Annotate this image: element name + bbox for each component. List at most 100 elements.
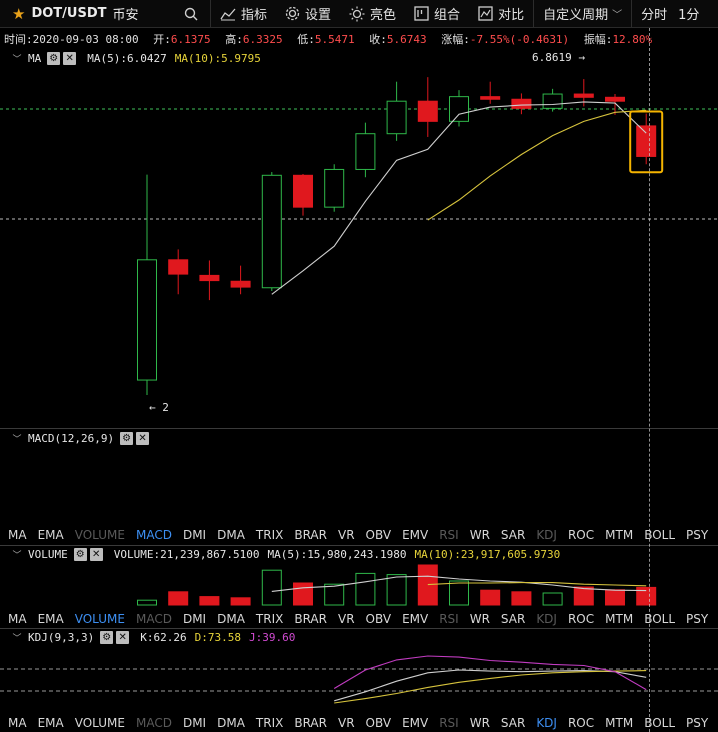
indicator-tab-roc[interactable]: ROC <box>567 716 595 730</box>
indicator-tab-ma[interactable]: MA <box>8 528 27 542</box>
indicator-tab-obv[interactable]: OBV <box>365 716 392 730</box>
low-value: 5.5471 <box>314 33 355 46</box>
pane-divider[interactable] <box>0 545 718 546</box>
ma-settings-gear-icon[interactable]: ⚙ <box>47 51 61 65</box>
indicator-tab-ma[interactable]: MA <box>8 612 27 626</box>
indicator-tab-boll[interactable]: BOLL <box>644 716 676 730</box>
indicator-tab-emv[interactable]: EMV <box>402 612 429 626</box>
volume-chart[interactable] <box>0 557 718 607</box>
search-icon[interactable] <box>184 7 198 21</box>
layout-button[interactable]: 组合 <box>405 0 469 27</box>
volume-close-icon[interactable]: ✕ <box>89 547 103 561</box>
indicator-tab-brar[interactable]: BRAR <box>294 528 327 542</box>
indicator-tab-dma[interactable]: DMA <box>217 612 245 626</box>
collapse-chevron-icon[interactable]: ﹀ <box>12 550 22 561</box>
kdj-settings-gear-icon[interactable]: ⚙ <box>100 630 114 644</box>
candle-info-bar: 时间:2020-09-03 08:00 开:6.1375 高:6.3325 低:… <box>4 31 652 47</box>
ma-close-icon[interactable]: ✕ <box>63 51 77 65</box>
indicator-tab-volume[interactable]: VOLUME <box>74 612 125 626</box>
indicator-tab-kdj[interactable]: KDJ <box>536 612 557 626</box>
indicator-tab-obv[interactable]: OBV <box>365 612 392 626</box>
indicator-tab-brar[interactable]: BRAR <box>294 612 327 626</box>
indicator-tab-wr[interactable]: WR <box>469 528 490 542</box>
pane-divider[interactable] <box>0 428 718 429</box>
indicator-tab-psy[interactable]: PSY <box>686 528 709 542</box>
indicator-tab-rsi[interactable]: RSI <box>439 612 459 626</box>
collapse-chevron-icon[interactable]: ﹀ <box>12 434 22 445</box>
macd-indicator-row: ﹀ MACD(12,26,9) ⚙ ✕ <box>0 429 152 447</box>
indicator-tab-mtm[interactable]: MTM <box>605 528 634 542</box>
candle-up <box>137 259 157 381</box>
indicator-tab-ema[interactable]: EMA <box>37 612 64 626</box>
indicator-tab-kdj[interactable]: KDJ <box>536 716 557 730</box>
pane-divider[interactable] <box>0 628 718 629</box>
light-theme-button-label: 亮色 <box>370 8 397 23</box>
indicator-tab-wr[interactable]: WR <box>469 612 490 626</box>
toolbar: ★ DOT/USDT 币安 指标 设置 亮色 组合 对比 自定义周期 ﹀ 分时 … <box>0 0 718 28</box>
indicator-tab-roc[interactable]: ROC <box>567 528 595 542</box>
volume-bar-down <box>511 591 532 606</box>
collapse-chevron-icon[interactable]: ﹀ <box>12 633 22 644</box>
indicator-tab-mtm[interactable]: MTM <box>605 716 634 730</box>
kdj-chart[interactable] <box>0 644 718 716</box>
indicator-tab-boll[interactable]: BOLL <box>644 612 676 626</box>
indicator-tab-sar[interactable]: SAR <box>500 528 526 542</box>
compare-button[interactable]: 对比 <box>469 0 533 27</box>
indicator-tab-macd[interactable]: MACD <box>135 716 172 730</box>
macd-close-icon[interactable]: ✕ <box>136 431 150 445</box>
indicator-tab-psy[interactable]: PSY <box>686 612 709 626</box>
settings-button[interactable]: 设置 <box>276 0 340 27</box>
macd-settings-gear-icon[interactable]: ⚙ <box>120 431 134 445</box>
indicator-tab-emv[interactable]: EMV <box>402 528 429 542</box>
collapse-chevron-icon[interactable]: ﹀ <box>12 54 22 65</box>
indicator-tab-sar[interactable]: SAR <box>500 716 526 730</box>
indicator-button[interactable]: 指标 <box>211 0 276 27</box>
indicator-tab-dma[interactable]: DMA <box>217 716 245 730</box>
indicator-tab-dmi[interactable]: DMI <box>182 612 207 626</box>
indicator-tab-brar[interactable]: BRAR <box>294 716 327 730</box>
period-1m-button[interactable]: 1分 <box>676 0 699 27</box>
volume-ma5-value: MA(5):15,980,243.1980 <box>267 547 407 561</box>
indicator-tab-boll[interactable]: BOLL <box>644 528 676 542</box>
kdj-close-icon[interactable]: ✕ <box>116 630 130 644</box>
light-theme-button[interactable]: 亮色 <box>340 0 405 27</box>
indicator-tab-dmi[interactable]: DMI <box>182 716 207 730</box>
indicator-tab-trix[interactable]: TRIX <box>255 612 284 626</box>
indicator-tab-mtm[interactable]: MTM <box>605 612 634 626</box>
indicator-tab-wr[interactable]: WR <box>469 716 490 730</box>
candlestick-chart[interactable] <box>0 48 718 428</box>
indicator-icon <box>220 8 236 20</box>
indicator-tab-trix[interactable]: TRIX <box>255 716 284 730</box>
indicator-tab-vr[interactable]: VR <box>337 528 355 542</box>
favorite-star-icon[interactable]: ★ <box>12 4 26 23</box>
symbol-selector[interactable]: ★ DOT/USDT 币安 <box>0 4 210 24</box>
indicator-tab-ma[interactable]: MA <box>8 716 27 730</box>
indicator-tab-kdj[interactable]: KDJ <box>536 528 557 542</box>
indicator-tab-macd[interactable]: MACD <box>135 528 172 542</box>
indicator-tab-ema[interactable]: EMA <box>37 716 64 730</box>
indicator-tab-trix[interactable]: TRIX <box>255 528 284 542</box>
indicator-tab-psy[interactable]: PSY <box>686 716 709 730</box>
indicator-tab-obv[interactable]: OBV <box>365 528 392 542</box>
indicator-tab-vr[interactable]: VR <box>337 716 355 730</box>
indicator-tab-emv[interactable]: EMV <box>402 716 429 730</box>
indicator-tab-rsi[interactable]: RSI <box>439 716 459 730</box>
indicator-tab-volume[interactable]: VOLUME <box>74 716 125 730</box>
indicator-tab-vr[interactable]: VR <box>337 612 355 626</box>
indicator-tab-sar[interactable]: SAR <box>500 612 526 626</box>
indicator-tab-roc[interactable]: ROC <box>567 612 595 626</box>
indicator-tab-macd[interactable]: MACD <box>135 612 172 626</box>
indicator-tab-ema[interactable]: EMA <box>37 528 64 542</box>
volume-indicator-row: ﹀ VOLUME ⚙ ✕ VOLUME:21,239,867.5100 MA(5… <box>0 545 560 563</box>
candle-down <box>417 100 438 122</box>
indicator-tab-dmi[interactable]: DMI <box>182 528 207 542</box>
indicator-tab-volume[interactable]: VOLUME <box>74 528 125 542</box>
custom-period-dropdown[interactable]: 自定义周期 ﹀ <box>534 0 631 27</box>
candle-up <box>324 168 345 208</box>
indicator-tab-rsi[interactable]: RSI <box>439 528 459 542</box>
candle-up <box>449 96 469 122</box>
timeline-button[interactable]: 分时 <box>632 0 676 27</box>
indicator-tab-dma[interactable]: DMA <box>217 528 245 542</box>
volume-settings-gear-icon[interactable]: ⚙ <box>73 547 87 561</box>
high-label: 高: <box>225 33 243 46</box>
